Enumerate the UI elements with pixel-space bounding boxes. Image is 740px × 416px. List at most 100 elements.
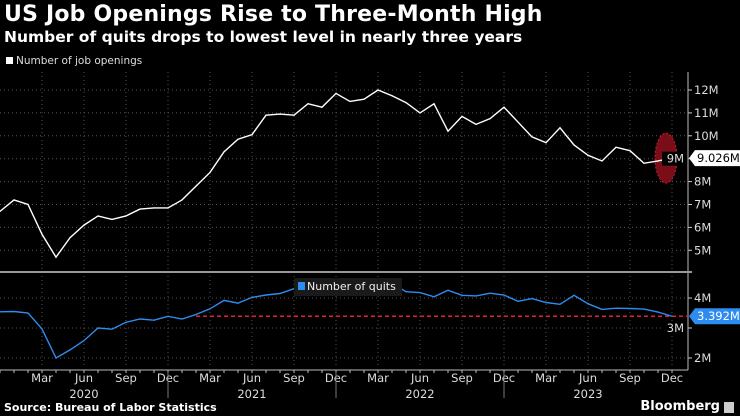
quits-point [181,318,183,320]
job-openings-point [223,151,225,153]
y-tick-label: 11M [694,106,719,120]
y-tick-label: 3M [667,321,684,335]
x-tick-label: Mar [535,371,557,385]
job-openings-point [293,114,295,116]
job-openings-point [559,127,561,129]
job-openings-point [83,224,85,226]
job-openings-point [363,98,365,100]
quits-point [55,357,57,359]
y-tick-label: 10M [694,129,719,143]
quits-point [503,294,505,296]
quits-point [419,292,421,294]
x-tick-label: Jun [74,371,93,385]
job-openings-point [419,112,421,114]
job-openings-point [587,154,589,156]
job-openings-point [433,103,435,105]
job-openings-point [349,100,351,103]
y-tick-label: 6M [694,220,711,234]
job-openings-point [181,199,183,201]
quits-last-value-bg [689,308,740,325]
legend-label: Number of job openings [16,55,143,67]
job-openings-point [69,237,71,239]
quits-point [251,296,253,298]
quits-last-value: 3.392M [697,309,740,323]
brand-logo: Bloomberg [640,399,720,414]
job-openings-point [657,160,659,162]
y-tick-label: 12M [694,83,719,97]
quits-point [671,315,673,317]
job-openings-point [279,113,281,115]
x-tick-label: Sep [451,371,473,385]
quits-point [153,319,155,321]
quits-point [489,292,491,294]
y-tick-label-bg [662,321,686,335]
legend-quits: Number of quits [294,278,402,296]
x-tick-label: Jun [410,371,429,385]
job-openings-point [0,210,1,212]
legend-swatch-blue [298,282,305,290]
job-openings-point [321,106,323,108]
job-openings-point [125,215,127,217]
quits-point [237,302,239,304]
x-year-label: 2020 [69,387,98,401]
job-openings-point [265,114,267,116]
quits-point [447,289,449,291]
job-openings-point [643,162,645,164]
quits-point [125,321,127,323]
source-note: Source: Bureau of Labor Statistics [4,401,217,414]
quits-point [27,312,29,314]
job-openings-point [517,121,519,123]
job-openings-point [41,233,43,235]
quits-point [559,303,561,305]
job-openings-point [601,160,603,162]
y-tick-label-bg [662,151,686,166]
quits-point [111,328,113,330]
job-openings-point [153,207,155,209]
job-openings-point [573,144,575,146]
quits-point [629,307,631,310]
quits-point [41,328,43,330]
y-tick-label: 8M [694,175,711,189]
quits-point [573,294,575,296]
quits-point [279,292,281,295]
job-openings-last-value-bg [689,150,740,167]
job-openings-point [405,101,407,104]
job-openings-point [13,199,15,201]
quits-point [195,313,197,316]
x-year-label: 2022 [405,387,434,401]
quits-point [461,294,463,296]
job-openings-point [475,123,477,125]
legend-label: Number of quits [307,280,396,293]
x-tick-label: Sep [115,371,137,385]
quits-point [139,318,141,320]
y-tick-label: 7M [694,198,711,212]
chart-title: US Job Openings Rise to Three-Month High [4,2,543,27]
quits-point [433,296,435,298]
job-openings-point [377,89,379,91]
job-openings-point [447,130,449,132]
job-openings-last-value: 9.026M [697,151,740,165]
y-tick-label: 5M [694,243,711,257]
x-tick-label: Dec [661,371,683,385]
quits-point [545,301,547,304]
quits-point [615,307,617,309]
x-tick-label: Mar [199,371,221,385]
quits-point [69,349,71,351]
job-openings-point [615,146,617,148]
quits-point [167,315,169,317]
x-tick-label: Jun [578,371,597,385]
job-openings-point [503,106,505,108]
y-tick-label: 9M [667,152,684,166]
job-openings-point [27,203,29,206]
quits-point [601,308,603,310]
job-openings-point [97,215,99,217]
x-tick-label: Sep [283,371,305,385]
quits-point [587,303,589,305]
job-openings-point [391,95,393,97]
job-openings-point [209,171,211,174]
bloomberg-icon [724,402,734,413]
job-openings-point [335,92,337,95]
quits-point [643,308,645,310]
y-tick-label: 4M [694,291,711,305]
